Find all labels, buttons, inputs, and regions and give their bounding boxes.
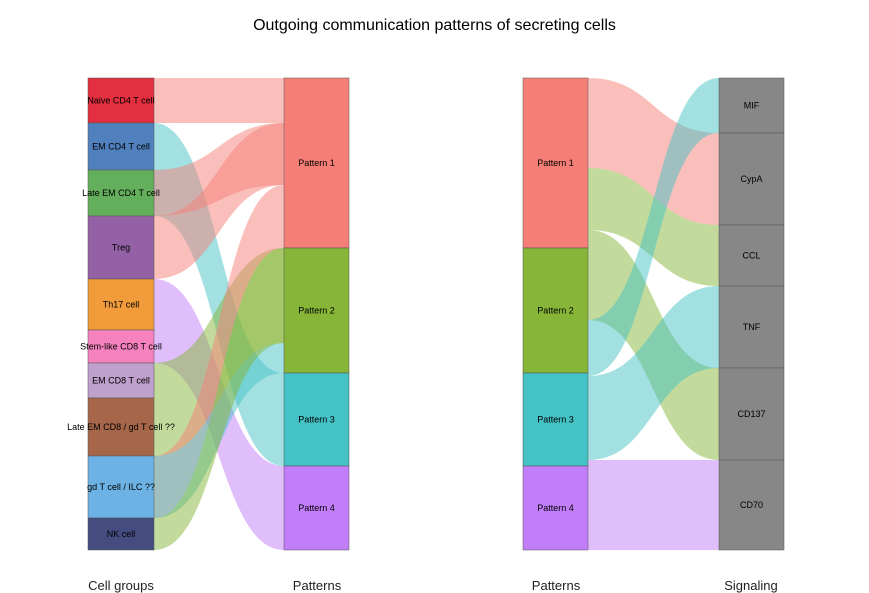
signal-ccl-label: CCL xyxy=(742,251,760,261)
flow-pattern-1-to-cypa xyxy=(588,78,719,225)
axis-label-patterns-left: Patterns xyxy=(292,578,342,593)
cell-gd-t-cell-ilc-label: gd T cell / ILC ?? xyxy=(87,482,155,492)
signal-tnf-label: TNF xyxy=(743,322,761,332)
signal-cd137-label: CD137 xyxy=(737,409,765,419)
left-pattern-4-node xyxy=(283,465,350,551)
flow-gd-t-cell-ilc-to-pattern-1 xyxy=(154,185,284,518)
signal-cypa-label: CypA xyxy=(740,174,762,184)
cell-em-cd8-t-cell-label: EM CD8 T cell xyxy=(92,376,150,386)
axis-label-patterns-right: Patterns xyxy=(531,578,581,593)
cell-late-em-cd4-t-cell-node xyxy=(87,169,155,217)
right-pattern-4-label: Pattern 4 xyxy=(537,503,574,513)
right-pattern-4-node xyxy=(522,465,589,551)
cell-em-cd4-t-cell-node xyxy=(87,122,155,171)
cell-treg-node xyxy=(87,215,155,280)
cell-naive-cd4-t-cell-label: Naive CD4 T cell xyxy=(87,96,154,106)
cell-late-em-cd8-gd-t-cell-node xyxy=(87,397,155,457)
cell-nk-cell-node xyxy=(87,517,155,551)
cell-pattern-flows xyxy=(154,78,284,550)
flow-treg-to-pattern-1 xyxy=(154,123,284,279)
cell-nk-cell-label: NK cell xyxy=(107,529,136,539)
flow-nk-cell-to-pattern-2 xyxy=(154,248,284,550)
signal-cd137-node xyxy=(718,367,785,461)
cell-naive-cd4-t-cell-node xyxy=(87,77,155,124)
diagram-title: Outgoing communication patterns of secre… xyxy=(253,17,616,34)
flow-naive-cd4-t-cell-to-pattern-1 xyxy=(154,78,284,123)
left-pattern-2-label: Pattern 2 xyxy=(298,306,335,316)
cell-th17-cell-node xyxy=(87,278,155,331)
cell-treg-label: Treg xyxy=(112,243,130,253)
signal-mif-label: MIF xyxy=(744,101,760,111)
signal-mif-node xyxy=(718,77,785,134)
cell-gd-t-cell-ilc-node xyxy=(87,455,155,519)
signal-ccl-node xyxy=(718,224,785,287)
right-pattern-2-label: Pattern 2 xyxy=(537,306,574,316)
flow-pattern-3-to-mif xyxy=(588,78,719,376)
cell-late-em-cd4-t-cell-label: Late EM CD4 T cell xyxy=(82,188,160,198)
cell-em-cd4-t-cell-label: EM CD4 T cell xyxy=(92,142,150,152)
left-pattern-3-node xyxy=(283,372,350,467)
cell-th17-cell-label: Th17 cell xyxy=(103,300,140,310)
pattern-signaling-flows xyxy=(588,78,719,550)
signal-tnf-node xyxy=(718,285,785,369)
signal-cd70-node xyxy=(718,459,785,551)
left-pattern-4-label: Pattern 4 xyxy=(298,503,335,513)
left-pattern-1-label: Pattern 1 xyxy=(298,158,335,168)
left-pattern-3-label: Pattern 3 xyxy=(298,415,335,425)
nodes: Naive CD4 T cell EM CD4 T cell Late EM CD4… xyxy=(67,77,785,551)
right-pattern-1-node xyxy=(522,77,589,249)
left-pattern-1-node xyxy=(283,77,350,249)
axis-label-signaling: Signaling xyxy=(724,578,778,593)
cell-stem-like-cd8-t-cell-label: Stem-like CD8 T cell xyxy=(80,342,162,352)
cell-em-cd8-t-cell-node xyxy=(87,362,155,399)
signal-cd70-label: CD70 xyxy=(740,500,763,510)
flow-pattern-3-to-tnf xyxy=(588,286,719,460)
right-pattern-3-label: Pattern 3 xyxy=(537,415,574,425)
right-pattern-3-node xyxy=(522,372,589,467)
signal-cypa-node xyxy=(718,132,785,226)
right-pattern-2-node xyxy=(522,247,589,374)
flow-pattern-4-to-cd70 xyxy=(588,460,719,550)
cell-late-em-cd8-gd-t-cell-label: Late EM CD8 / gd T cell ?? xyxy=(67,422,175,432)
cell-stem-like-cd8-t-cell-node xyxy=(87,329,155,364)
axis-label-cell-groups: Cell groups xyxy=(88,578,154,593)
right-pattern-1-label: Pattern 1 xyxy=(537,158,574,168)
